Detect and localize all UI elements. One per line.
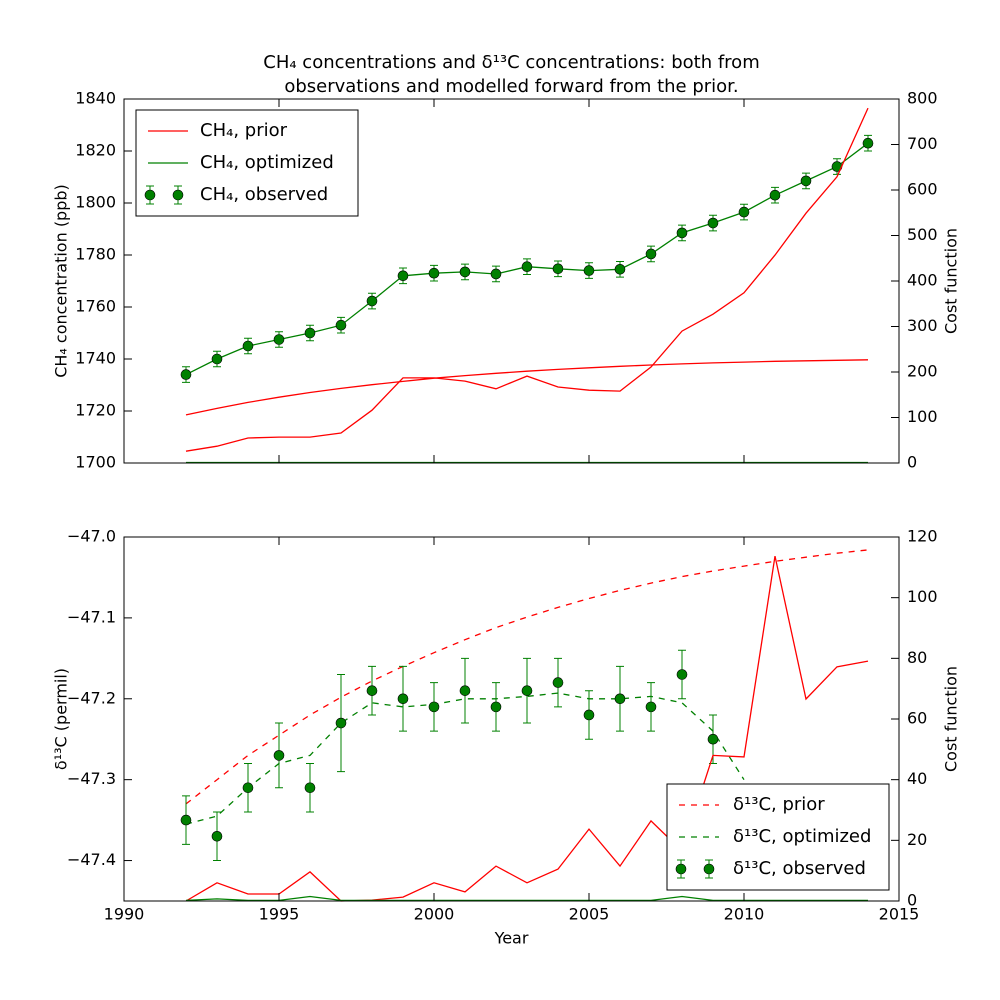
x-tick-label: 2015 (879, 905, 920, 924)
legend-label: CH₄, observed (200, 184, 328, 205)
data-point (738, 206, 750, 218)
y-tick-label: −47.3 (67, 769, 116, 788)
legend-label: CH₄, optimized (200, 152, 334, 173)
y-tick-label: −47.0 (67, 527, 116, 546)
legend-swatch-marker (703, 863, 715, 875)
data-point (304, 327, 316, 339)
x-axis-label: Year (494, 929, 529, 948)
data-point (335, 319, 347, 331)
y-tick-label: 1800 (75, 193, 116, 212)
data-point (273, 334, 285, 345)
data-point (335, 717, 347, 729)
data-point (459, 685, 471, 696)
y2-tick-label: 0 (907, 891, 917, 910)
data-point (459, 266, 471, 278)
y-tick-label: 1780 (75, 245, 116, 264)
data-point (490, 268, 502, 280)
data-point (180, 814, 192, 826)
legend-swatch-marker (675, 863, 687, 875)
x-tick-label: 1990 (104, 905, 145, 924)
y2-tick-label: 600 (907, 180, 938, 199)
y2-tick-label: 800 (907, 89, 938, 108)
data-point (211, 830, 223, 842)
data-point (676, 669, 688, 680)
y2-tick-label: 80 (907, 648, 927, 667)
y2-tick-label: 700 (907, 134, 938, 153)
data-point (366, 295, 378, 307)
data-point (397, 693, 409, 705)
chart-title: observations and modelled forward from t… (284, 76, 738, 97)
y2-axis-label: Cost function (942, 666, 961, 772)
y-tick-label: 1720 (75, 401, 116, 420)
data-point (552, 677, 564, 688)
y2-tick-label: 60 (907, 709, 927, 728)
x-tick-label: 2000 (414, 905, 455, 924)
data-point (800, 175, 812, 187)
series-line (185, 107, 869, 452)
data-point (583, 709, 595, 721)
y-tick-label: −47.2 (67, 688, 116, 707)
data-point (707, 217, 719, 229)
y-tick-label: 1840 (75, 89, 116, 108)
data-point (428, 267, 440, 279)
series-line (185, 895, 868, 902)
legend-label: δ¹³C, observed (733, 858, 866, 879)
y-tick-label: 1820 (75, 141, 116, 160)
y-tick-label: −47.4 (67, 850, 116, 869)
y-tick-label: 1700 (75, 453, 116, 472)
data-point (707, 733, 719, 745)
y2-tick-label: 500 (907, 225, 938, 244)
data-point (614, 263, 626, 275)
y2-axis-label: Cost function (942, 228, 961, 334)
legend-swatch-marker (144, 189, 156, 201)
data-point (273, 750, 285, 761)
y-tick-label: −47.1 (67, 607, 116, 626)
data-point (521, 685, 533, 696)
data-point (583, 265, 595, 276)
data-point (428, 701, 440, 713)
data-point (552, 263, 564, 275)
legend-label: CH₄, prior (200, 120, 288, 141)
y2-tick-label: 300 (907, 316, 938, 335)
series-line (185, 549, 869, 805)
y-axis-label: δ¹³C (permil) (52, 668, 71, 770)
data-point (676, 227, 688, 239)
series-line (185, 359, 869, 416)
data-point (490, 701, 502, 713)
y-tick-label: 1760 (75, 297, 116, 316)
x-tick-label: 2005 (569, 905, 610, 924)
y2-tick-label: 0 (907, 453, 917, 472)
y-axis-label: CH₄ concentration (ppb) (52, 184, 71, 378)
y2-tick-label: 40 (907, 769, 927, 788)
legend-label: δ¹³C, optimized (733, 826, 871, 847)
data-point (242, 340, 254, 352)
y-tick-label: 1740 (75, 349, 116, 368)
y2-tick-label: 100 (907, 587, 938, 606)
data-point (180, 369, 192, 380)
legend-label: δ¹³C, prior (733, 794, 825, 815)
data-point (769, 189, 781, 201)
chart-title: CH₄ concentrations and δ¹³C concentratio… (263, 52, 759, 73)
y2-tick-label: 20 (907, 830, 927, 849)
y2-tick-label: 200 (907, 362, 938, 381)
data-point (366, 685, 378, 696)
data-point (304, 782, 316, 794)
data-point (521, 261, 533, 273)
data-point (862, 137, 874, 149)
y2-tick-label: 120 (907, 527, 938, 546)
x-tick-label: 1995 (259, 905, 300, 924)
data-point (645, 248, 657, 260)
data-point (242, 782, 254, 794)
data-point (397, 270, 409, 282)
y2-tick-label: 100 (907, 407, 938, 426)
data-point (211, 353, 223, 365)
series-line (185, 555, 869, 902)
data-point (614, 693, 626, 705)
y2-tick-label: 400 (907, 271, 938, 290)
x-tick-label: 2010 (724, 905, 765, 924)
data-point (645, 701, 657, 713)
legend-swatch-marker (172, 189, 184, 201)
